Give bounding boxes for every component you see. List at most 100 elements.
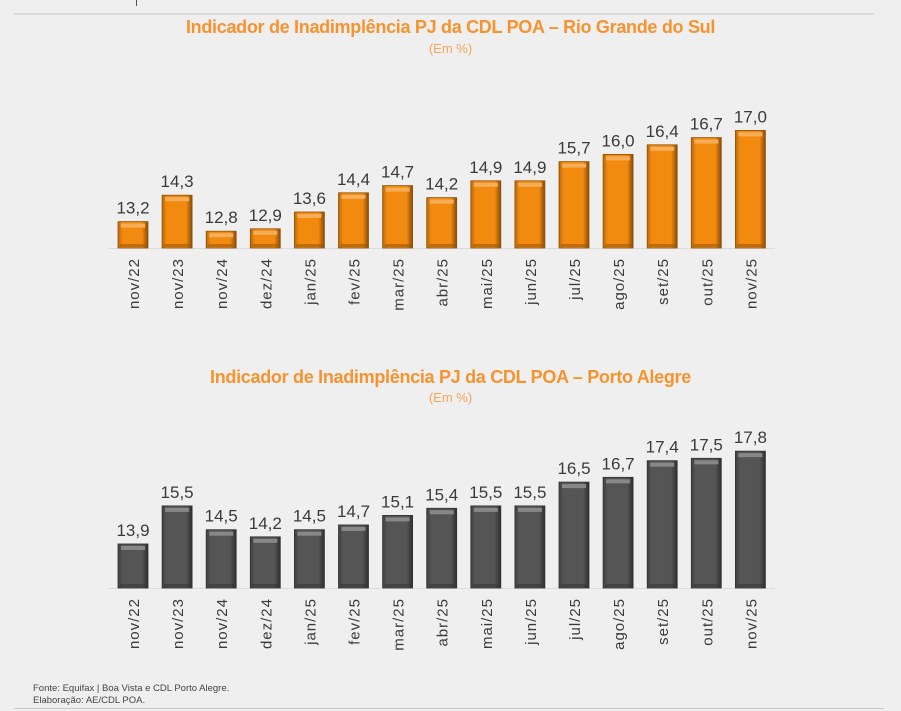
bar-bevel-bottom <box>737 584 764 587</box>
x-tick-label: jan/25 <box>302 258 319 306</box>
bar-chart-porto-alegre: 13,9 nov/22 15,5 nov/23 14,5 nov/24 14,2 dez/24… <box>108 428 775 651</box>
data-label: 12,8 <box>205 208 238 227</box>
bar-bevel-bottom <box>605 584 632 587</box>
bar-bevel-bottom <box>384 244 411 247</box>
bar <box>426 507 458 589</box>
x-tick-label: mar/25 <box>391 598 408 651</box>
bar-bevel-bottom <box>384 584 411 587</box>
bar-nov/22 <box>117 221 149 249</box>
bar-mar/25 <box>382 515 414 589</box>
bar <box>602 154 634 249</box>
footer-elaboration: Elaboração: AE/CDL POA. <box>33 695 146 706</box>
chart-title-rs: Indicador de Inadimplência PJ da CDL POA… <box>185 17 716 37</box>
bar-fev/25 <box>338 524 369 589</box>
bar <box>514 505 546 589</box>
bar-jan/25 <box>293 211 325 249</box>
bar <box>338 192 369 249</box>
bar-bevel-bottom <box>693 584 720 587</box>
bar <box>426 197 458 249</box>
bar <box>602 476 634 589</box>
bar-nov/24 <box>205 230 237 249</box>
data-label: 15,7 <box>557 139 590 158</box>
bar <box>382 515 414 589</box>
x-tick-label: jan/25 <box>302 598 319 646</box>
bar-bevel-bottom <box>296 244 323 247</box>
x-tick-label: jun/25 <box>523 598 540 646</box>
data-label: 17,0 <box>734 107 767 126</box>
x-tick-label: out/25 <box>699 598 716 646</box>
bar-fev/25 <box>338 192 369 249</box>
x-tick-label: set/25 <box>655 598 672 645</box>
bar-nov/23 <box>161 194 193 249</box>
x-tick-label: mai/25 <box>479 258 496 309</box>
data-label: 16,0 <box>602 131 635 150</box>
bar <box>249 536 281 589</box>
bar-highlight <box>738 132 763 137</box>
x-tick-label: nov/25 <box>743 258 760 309</box>
bar <box>117 543 149 589</box>
bar-bevel-bottom <box>340 244 367 247</box>
bar-bevel-bottom <box>164 584 191 587</box>
bar <box>735 130 766 249</box>
data-label: 15,1 <box>381 492 414 511</box>
bar-highlight <box>429 199 454 204</box>
bar-highlight <box>253 538 278 543</box>
bar-bevel-bottom <box>737 244 764 247</box>
bar-highlight <box>473 182 498 187</box>
x-tick-label: ago/25 <box>611 598 628 650</box>
bar-bevel-bottom <box>472 244 499 247</box>
bar-jul/25 <box>558 481 590 589</box>
bar-highlight <box>473 507 498 512</box>
top-tick-mark <box>136 0 137 6</box>
data-label: 17,5 <box>690 435 723 454</box>
bar-bevel-bottom <box>340 584 367 587</box>
data-label: 14,2 <box>425 175 458 194</box>
x-tick-label: jul/25 <box>567 598 584 641</box>
bar-chart-rio-grande-do-sul: 13,2 nov/22 14,3 nov/23 12,8 nov/24 12,9 dez/24… <box>108 107 775 311</box>
data-label: 14,7 <box>381 163 414 182</box>
bar-highlight <box>385 517 410 522</box>
data-label: 16,7 <box>602 454 635 473</box>
x-tick-label: nov/24 <box>214 598 231 649</box>
data-label: 13,6 <box>293 189 326 208</box>
bar-highlight <box>606 479 631 484</box>
bar-bevel-bottom <box>252 244 279 247</box>
bar-highlight <box>297 531 322 536</box>
data-label: 16,5 <box>557 459 590 478</box>
bar-bevel-bottom <box>120 584 146 587</box>
bar <box>338 524 369 589</box>
x-tick-label: nov/23 <box>170 258 187 309</box>
x-tick-label: dez/24 <box>258 598 275 649</box>
bar-jun/25 <box>514 180 546 249</box>
bar-bevel-bottom <box>516 244 543 247</box>
data-label: 16,4 <box>646 122 679 141</box>
bar-bevel-bottom <box>649 244 676 247</box>
bar <box>161 194 193 249</box>
x-tick-label: dez/24 <box>258 258 275 309</box>
data-label: 13,9 <box>116 521 149 540</box>
x-tick-label: nov/22 <box>126 598 143 649</box>
bar-nov/25 <box>735 450 766 589</box>
data-label: 14,5 <box>205 507 238 526</box>
data-label: 14,3 <box>161 172 194 191</box>
bar-dez/24 <box>249 536 281 589</box>
bar-nov/25 <box>735 130 766 249</box>
bar-jan/25 <box>293 529 325 589</box>
bar-bevel-bottom <box>208 244 235 247</box>
bar-highlight <box>694 139 719 144</box>
x-tick-label: jun/25 <box>523 258 540 306</box>
x-tick-label: set/25 <box>655 258 672 305</box>
bar-highlight <box>253 230 278 235</box>
bar <box>646 144 678 249</box>
x-tick-label: mai/25 <box>479 598 496 649</box>
bar-bevel-bottom <box>296 584 323 587</box>
bar-set/25 <box>646 144 678 249</box>
x-tick-label: nov/22 <box>126 258 143 309</box>
bar-abr/25 <box>426 507 458 589</box>
bar-highlight <box>606 156 631 161</box>
bar-bevel-bottom <box>561 584 587 587</box>
bar-bevel-bottom <box>252 584 279 587</box>
bar <box>514 180 546 249</box>
data-label: 15,5 <box>161 483 194 502</box>
data-label: 15,5 <box>469 483 502 502</box>
